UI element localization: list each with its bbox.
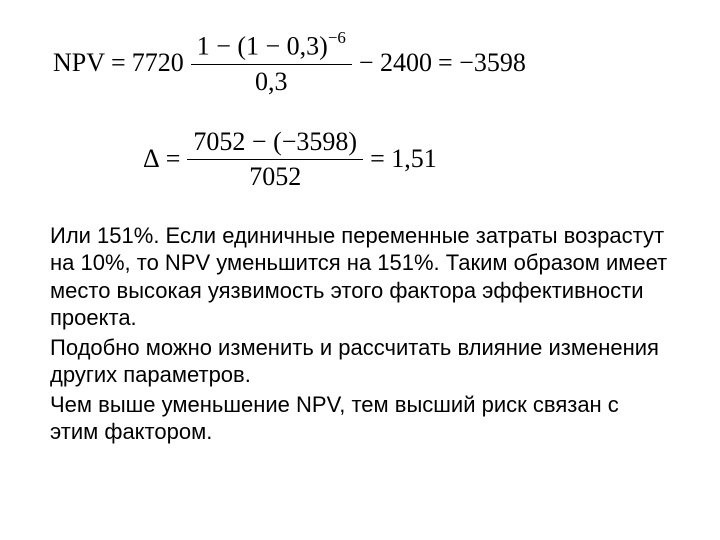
npv-fraction-denominator: 0,3 [249,65,294,97]
delta-result: = 1,51 [370,144,437,174]
npv-fraction: 1 − (1 − 0,3)−6 0,3 [191,30,352,97]
npv-num-text: 1 − (1 − 0,3) [197,32,328,61]
delta-fraction: 7052 − (−3598) 7052 [187,127,363,192]
equation-npv: NPV = 7720 1 − (1 − 0,3)−6 0,3 − 2400 = … [50,30,670,97]
paragraph-2: Подобно можно изменить и рассчитать влия… [50,334,670,389]
paragraph-1: Или 151%. Если единичные переменные затр… [50,222,670,332]
equals-sign-2: = [166,144,181,174]
npv-num-exp: −6 [328,28,346,47]
body-text: Или 151%. Если единичные переменные затр… [50,222,670,446]
npv-coeff: 7720 [132,48,184,78]
equation-delta: Δ = 7052 − (−3598) 7052 = 1,51 [140,127,670,192]
delta-fraction-numerator: 7052 − (−3598) [187,127,363,160]
npv-result: = −3598 [438,48,526,78]
equals-sign: = [111,48,126,78]
npv-lhs: NPV [53,48,105,78]
equation-npv-row: NPV = 7720 1 − (1 − 0,3)−6 0,3 − 2400 = … [50,30,670,97]
delta-lhs: Δ [143,144,160,174]
delta-fraction-denominator: 7052 [243,160,307,192]
npv-fraction-numerator: 1 − (1 − 0,3)−6 [191,30,352,65]
npv-term2: − 2400 [359,48,432,78]
paragraph-3: Чем выше уменьшение NPV, тем высший риск… [50,391,670,446]
